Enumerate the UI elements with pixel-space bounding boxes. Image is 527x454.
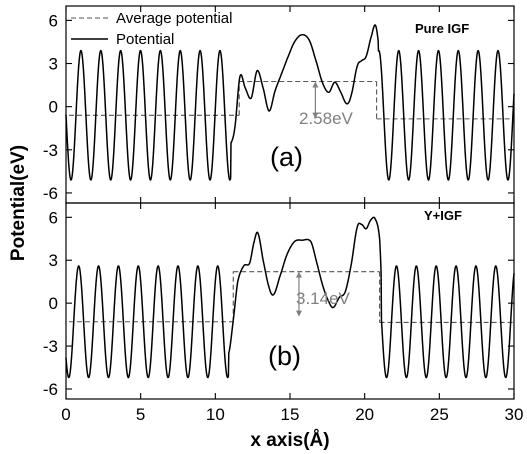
panel-b-potential-curve	[65, 216, 515, 379]
panel-b-gap-arrowhead-top	[295, 271, 302, 278]
panel-b-y-tick-label: -6	[43, 380, 58, 399]
panel-b: 6 3 0 -3 -6 3.14eV Y+IGF (b)	[43, 202, 515, 400]
panel-a-potential-curve	[65, 24, 515, 181]
x-axis-title: x axis(Å)	[250, 430, 329, 451]
panel-a-ticks: 6 3 0 -3 -6	[43, 11, 514, 203]
panel-a-y-tick-label: 6	[49, 11, 58, 30]
panel-b-ticks: 6 3 0 -3 -6	[43, 208, 514, 399]
panel-b-gap-arrow	[295, 271, 302, 317]
panel-b-gap-label: 3.14eV	[296, 289, 351, 308]
panel-b-y-tick-label: 6	[49, 208, 58, 227]
legend-potential-label: Potential	[116, 31, 174, 48]
x-axis-ticks: 0 5 10 15 20 25 30	[61, 6, 523, 424]
panel-b-gap-arrowhead-bottom	[295, 310, 302, 317]
panel-b-average-lines	[68, 271, 514, 324]
x-tick-label: 15	[281, 405, 300, 424]
panel-a-y-tick-label: -3	[43, 141, 58, 160]
panel-a-y-tick-label: 0	[49, 98, 58, 117]
panel-a-tag: Pure IGF	[415, 21, 469, 36]
panel-a-gap-arrow	[312, 81, 319, 119]
panel-a: 6 3 0 -3 -6 2.58eV Pure IGF (a) Average pote…	[43, 5, 515, 204]
x-tick-label: 25	[430, 405, 449, 424]
panel-b-y-tick-label: 3	[49, 251, 58, 270]
panel-a-gap-arrowhead-top	[312, 81, 319, 88]
panel-a-label: (a)	[270, 142, 303, 172]
x-tick-label: 5	[136, 405, 145, 424]
panel-a-gap-label: 2.58eV	[299, 109, 354, 128]
panel-b-tag: Y+IGF	[424, 208, 462, 223]
x-tick-label: 0	[61, 405, 70, 424]
x-tick-label: 20	[355, 405, 374, 424]
panel-b-y-tick-label: 0	[49, 294, 58, 313]
x-tick-label: 30	[505, 405, 524, 424]
panel-b-y-tick-label: -3	[43, 337, 58, 356]
panel-b-label: (b)	[268, 341, 301, 371]
panel-a-y-tick-label: 3	[49, 55, 58, 74]
x-tick-label: 10	[206, 405, 225, 424]
legend-average-label: Average potential	[116, 10, 232, 27]
panel-a-gap-arrowhead-bottom	[312, 112, 319, 119]
legend: Average potential Potential	[71, 10, 232, 48]
y-axis-title: Potential(eV)	[8, 145, 29, 261]
panel-a-y-tick-label: -6	[43, 184, 58, 203]
